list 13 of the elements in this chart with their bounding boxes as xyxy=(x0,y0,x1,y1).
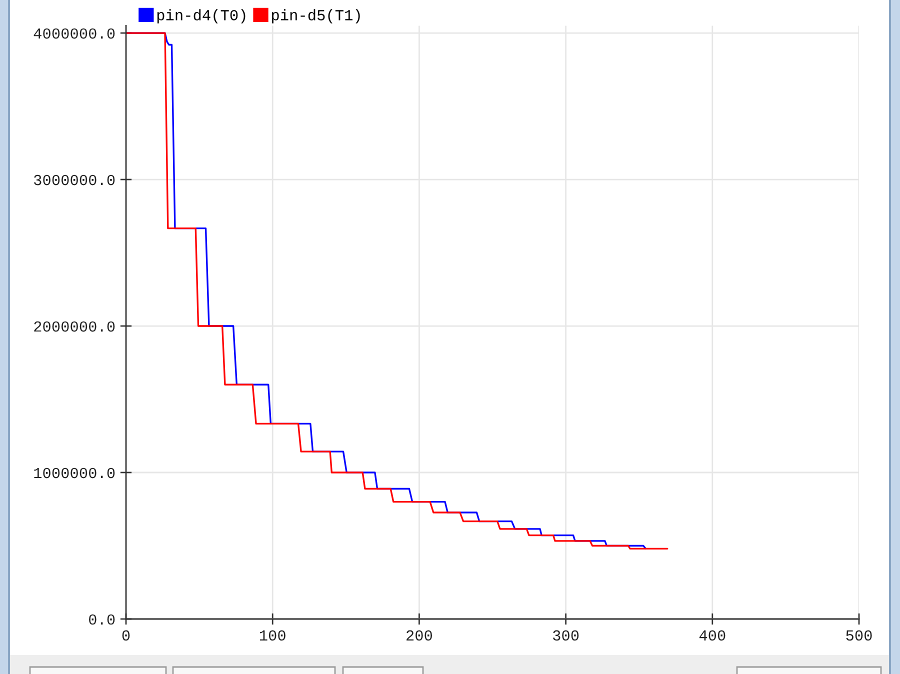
x-tick-label: 500 xyxy=(846,630,872,641)
x-tick-label: 300 xyxy=(553,630,579,641)
legend-label: pin-d5(T1) xyxy=(272,9,360,24)
legend-label: pin-d4(T0) xyxy=(157,9,246,24)
x-tick-label: 400 xyxy=(699,630,726,641)
x-tick-label: 100 xyxy=(260,630,286,641)
y-tick-label: 2000000.0 xyxy=(34,321,115,332)
y-tick-label: 0.0 xyxy=(89,614,115,625)
x-tick-label: 200 xyxy=(406,630,432,641)
y-tick-label: 1000000.0 xyxy=(34,468,115,478)
y-tick-label: 3000000.0 xyxy=(34,174,115,186)
y-tick-label: 4000000.0 xyxy=(34,28,115,39)
x-tick-label: 0 xyxy=(122,630,130,641)
